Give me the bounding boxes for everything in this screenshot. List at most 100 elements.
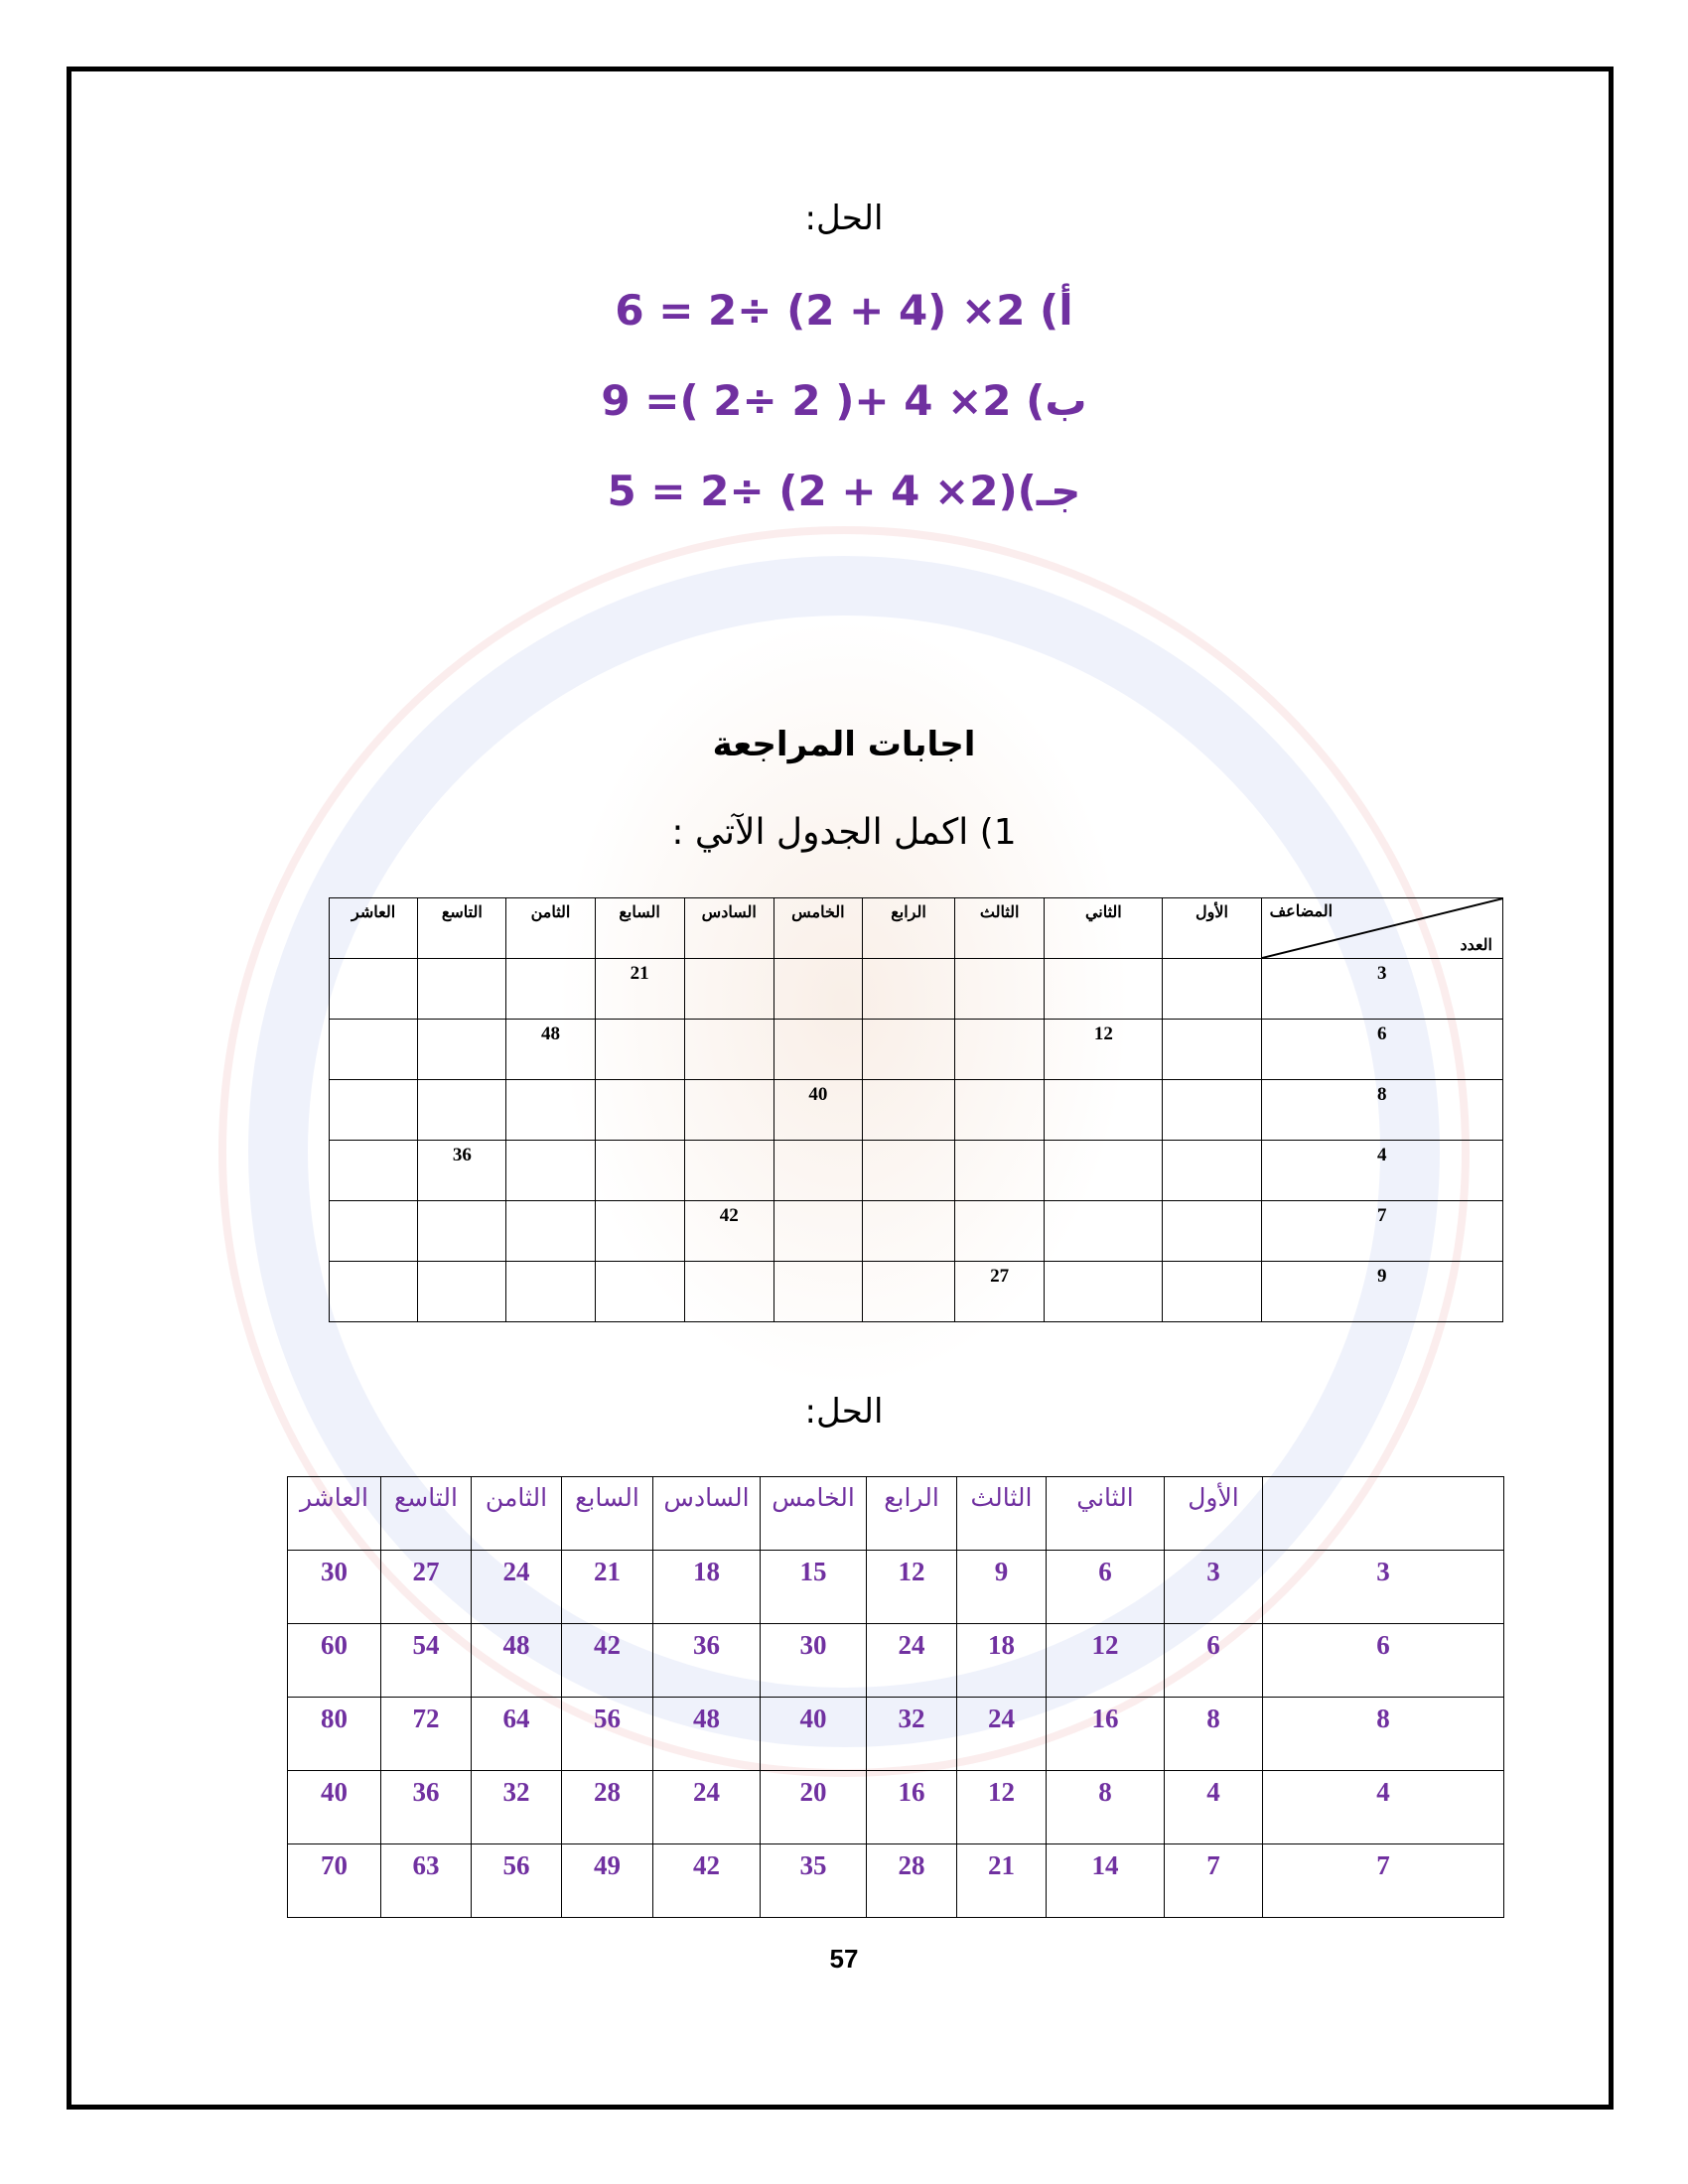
table-cell <box>861 1079 956 1141</box>
column-header: الثالث <box>956 1476 1047 1551</box>
corner-header-cell <box>1262 1476 1504 1551</box>
column-header: الرابع <box>861 897 956 959</box>
table-cell <box>773 1140 863 1201</box>
table-cell <box>1162 1140 1262 1201</box>
column-header: الثاني <box>1046 1476 1165 1551</box>
table-cell <box>861 1019 956 1080</box>
table-cell <box>505 1079 596 1141</box>
table-cell: 36 <box>417 1140 507 1201</box>
table-cell <box>1044 1261 1164 1322</box>
column-header: السابع <box>594 897 685 959</box>
table-cell: 72 <box>380 1697 472 1771</box>
table-cell <box>773 958 863 1020</box>
table-cell: 9 <box>956 1550 1047 1624</box>
table-cell: 12 <box>866 1550 957 1624</box>
row-number-cell: 3 <box>1262 1550 1504 1624</box>
table-row: 3 3 6 9 12 15 18 21 24 27 30 <box>287 1550 1504 1624</box>
table-cell <box>1162 1079 1262 1141</box>
table-cell <box>505 958 596 1020</box>
table-row: 8 40 <box>328 1079 1504 1141</box>
table-cell <box>1162 1200 1262 1262</box>
table-cell: 15 <box>760 1550 867 1624</box>
row-number-cell: 6 <box>1260 1019 1504 1080</box>
table-cell: 63 <box>380 1843 472 1918</box>
table-row: 3 21 <box>328 958 1504 1020</box>
table-cell: 21 <box>594 958 685 1020</box>
table-cell <box>1162 1019 1262 1080</box>
table-cell <box>954 1200 1046 1262</box>
row-number-cell: 7 <box>1262 1843 1504 1918</box>
corner-multiple-label: المضاعف <box>1269 903 1334 920</box>
column-header: العاشر <box>287 1476 381 1551</box>
table-cell <box>683 1079 774 1141</box>
table-cell <box>328 1261 419 1322</box>
row-number-cell: 8 <box>1260 1079 1504 1141</box>
table-cell <box>594 1079 685 1141</box>
row-number-cell: 3 <box>1260 958 1504 1020</box>
table-cell <box>1044 1140 1164 1201</box>
table-cell: 60 <box>287 1623 381 1698</box>
table-cell <box>773 1019 863 1080</box>
table-cell: 40 <box>287 1770 381 1844</box>
table-cell <box>954 1079 1046 1141</box>
table-cell: 8 <box>1164 1697 1263 1771</box>
equation-c: جـ)(2× 4 + 2) ÷2 = 5 <box>607 467 1081 515</box>
table-cell: 12 <box>1046 1623 1165 1698</box>
column-header: التاسع <box>417 897 507 959</box>
table-cell <box>683 1140 774 1201</box>
column-header: السادس <box>683 897 774 959</box>
row-number-cell: 8 <box>1262 1697 1504 1771</box>
column-header: التاسع <box>380 1476 472 1551</box>
table-cell <box>861 1200 956 1262</box>
table-cell: 49 <box>561 1843 653 1918</box>
column-header: السادس <box>652 1476 761 1551</box>
row-number-cell: 7 <box>1260 1200 1504 1262</box>
table-cell: 8 <box>1046 1770 1165 1844</box>
table-cell <box>594 1140 685 1201</box>
solution-table: الأول الثاني الثالث الرابع الخامس السادس الساب… <box>287 1476 1504 1918</box>
table-cell <box>861 1140 956 1201</box>
table-cell <box>417 1200 507 1262</box>
table-cell <box>328 1019 419 1080</box>
table-row: 4 4 8 12 16 20 24 28 32 36 40 <box>287 1770 1504 1844</box>
column-header: الأول <box>1162 897 1262 959</box>
table-cell: 28 <box>866 1843 957 1918</box>
table-cell: 36 <box>652 1623 761 1698</box>
solution-label-2: الحل: <box>804 1392 884 1432</box>
table-cell: 21 <box>956 1843 1047 1918</box>
row-number-cell: 4 <box>1262 1770 1504 1844</box>
table-row: 6 6 12 18 24 30 36 42 48 54 60 <box>287 1623 1504 1698</box>
table-cell: 48 <box>505 1019 596 1080</box>
table-cell: 32 <box>471 1770 562 1844</box>
table-cell: 64 <box>471 1697 562 1771</box>
table-cell <box>417 958 507 1020</box>
table-cell <box>954 958 1046 1020</box>
table-row: 8 8 16 24 32 40 48 56 64 72 80 <box>287 1697 1504 1771</box>
column-header: الثالث <box>954 897 1046 959</box>
table-cell <box>328 1079 419 1141</box>
column-header: الأول <box>1164 1476 1263 1551</box>
table-cell: 40 <box>760 1697 867 1771</box>
diagonal-header: المضاعف العدد <box>1261 898 1503 958</box>
column-header: الثاني <box>1044 897 1164 959</box>
table-cell <box>683 958 774 1020</box>
table-row: 6 12 48 <box>328 1019 1504 1080</box>
table-cell: 42 <box>652 1843 761 1918</box>
corner-number-label: العدد <box>1460 937 1492 954</box>
table-cell <box>1044 1200 1164 1262</box>
table-cell: 35 <box>760 1843 867 1918</box>
equation-b: ب) 2× 4 +( 2 ÷2 )= 9 <box>601 376 1087 425</box>
column-header: الخامس <box>773 897 863 959</box>
table-cell: 40 <box>773 1079 863 1141</box>
table-cell: 16 <box>1046 1697 1165 1771</box>
table-cell: 24 <box>471 1550 562 1624</box>
table-cell: 56 <box>471 1843 562 1918</box>
table-cell <box>773 1261 863 1322</box>
table-cell: 48 <box>471 1623 562 1698</box>
table-cell: 54 <box>380 1623 472 1698</box>
table-cell: 30 <box>760 1623 867 1698</box>
table-cell: 27 <box>954 1261 1046 1322</box>
table-cell <box>861 1261 956 1322</box>
table-cell: 6 <box>1164 1623 1263 1698</box>
table-cell <box>683 1019 774 1080</box>
